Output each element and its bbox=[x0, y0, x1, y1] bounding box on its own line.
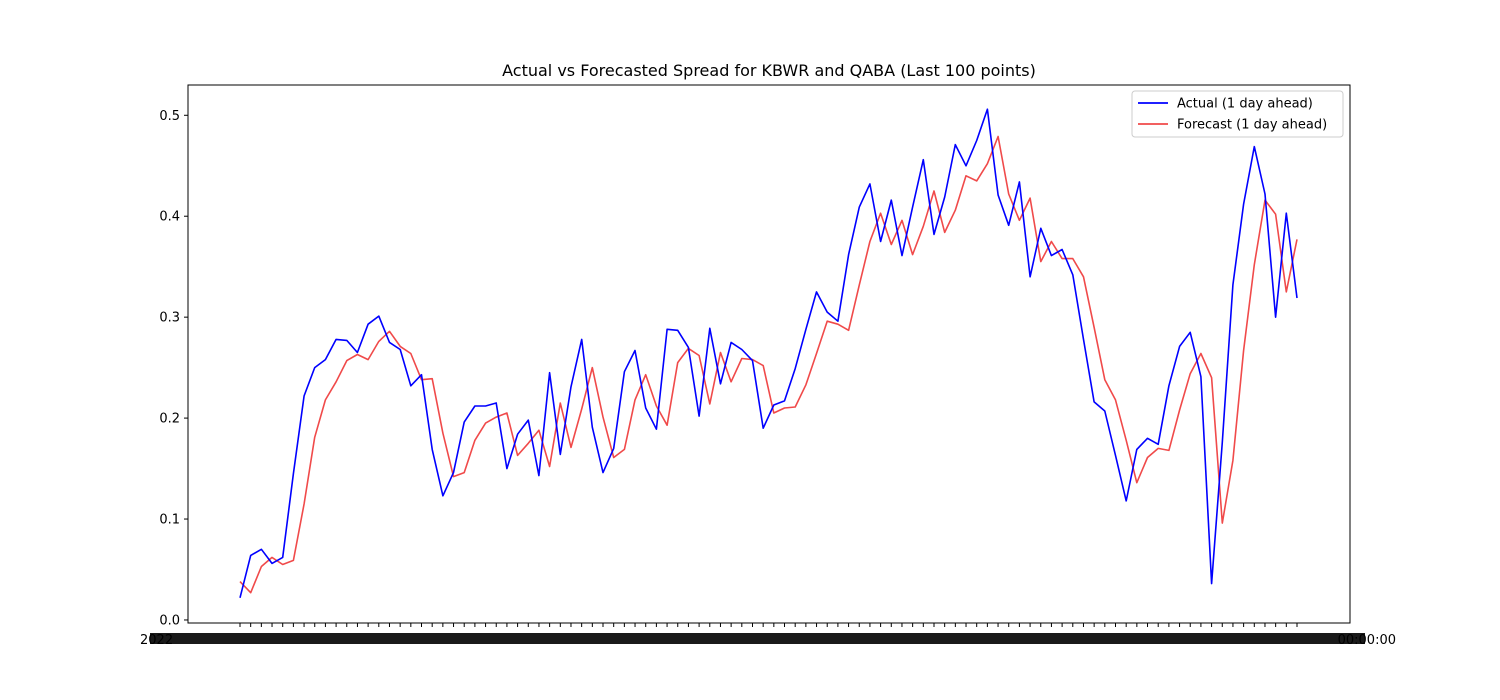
y-tick-label: 0.3 bbox=[159, 311, 180, 326]
x-axis: 2022 00:00:00 bbox=[140, 623, 1396, 648]
x-tick-labels-overlap bbox=[150, 633, 1365, 644]
series-line-forecast bbox=[239, 135, 1298, 594]
series-line-actual bbox=[239, 108, 1298, 598]
y-tick-label: 0.0 bbox=[159, 613, 180, 628]
y-tick-label: 0.1 bbox=[159, 513, 180, 528]
legend-label: Actual (1 day ahead) bbox=[1177, 97, 1313, 112]
y-tick-label: 0.4 bbox=[159, 210, 180, 225]
series-layer bbox=[239, 108, 1298, 598]
plot-area bbox=[187, 84, 1351, 624]
y-axis: 0.0 0.1 0.2 0.3 0.4 0.5 bbox=[159, 109, 188, 628]
x-tick-label-first: 2022 bbox=[140, 633, 173, 648]
x-tick-label-last: 00:00:00 bbox=[1338, 633, 1396, 648]
y-tick-label: 0.5 bbox=[159, 109, 180, 124]
legend: Actual (1 day ahead) Forecast (1 day ahea… bbox=[1131, 90, 1344, 138]
legend-box bbox=[1131, 90, 1344, 138]
legend-label: Forecast (1 day ahead) bbox=[1177, 118, 1327, 133]
chart-title: Actual vs Forecasted Spread for KBWR and… bbox=[502, 61, 1036, 80]
y-tick-label: 0.2 bbox=[159, 412, 180, 427]
